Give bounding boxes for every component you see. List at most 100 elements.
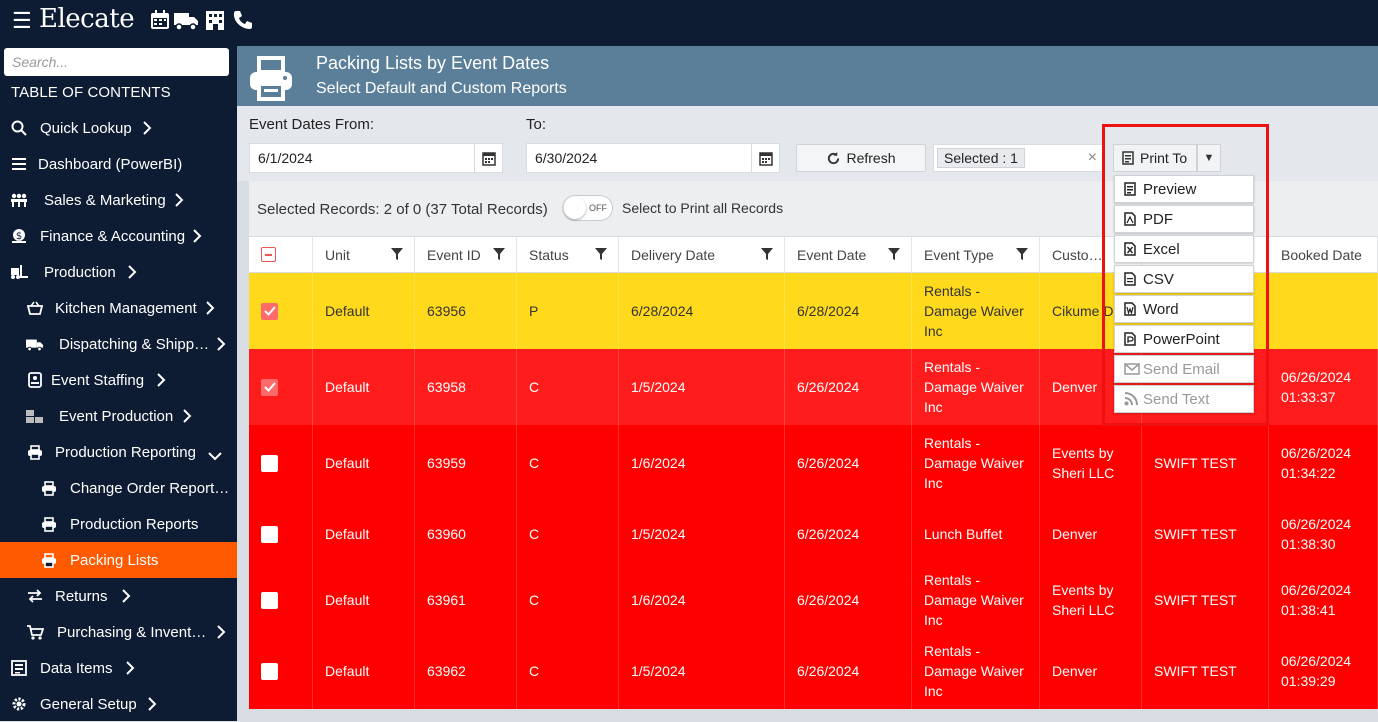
refresh-label: Refresh (846, 150, 896, 166)
print-all-toggle[interactable]: OFF (562, 195, 613, 221)
column-header[interactable]: Unit (313, 237, 415, 273)
filter-icon[interactable] (760, 247, 774, 264)
column-header[interactable]: Custo… (1040, 237, 1142, 273)
table-row[interactable]: Default 63962 C 1/5/2024 6/26/2024 Rentals - … (249, 633, 1378, 709)
cell-event-id: 63960 (415, 501, 517, 567)
chevron-right-icon[interactable] (206, 301, 215, 319)
print-to-button[interactable]: Print To (1113, 144, 1197, 172)
table-row[interactable]: Default 63961 C 1/6/2024 6/26/2024 Rentals - … (249, 567, 1378, 633)
print-menu-item-excel[interactable]: Excel (1114, 235, 1254, 263)
row-select-cell (249, 501, 313, 567)
sidebar-item-dispatching-shipp[interactable]: Dispatching & Shipp… (0, 326, 237, 362)
from-date-input[interactable]: 6/1/2024 (249, 143, 503, 173)
sidebar-item-finance-accounting[interactable]: $ Finance & Accounting (0, 218, 237, 254)
row-checkbox[interactable] (261, 525, 278, 543)
document-icon (1124, 182, 1136, 200)
cell-event-date: 6/26/2024 (785, 633, 912, 709)
select-all-checkbox[interactable] (249, 237, 313, 273)
print-to-caret[interactable]: ▼ (1197, 144, 1221, 172)
chevron-right-icon[interactable] (157, 373, 166, 391)
row-checkbox[interactable] (261, 378, 278, 396)
sidebar-item-data-items[interactable]: Data Items (0, 650, 237, 686)
table-row[interactable]: Default 63959 C 1/6/2024 6/26/2024 Rentals - … (249, 425, 1378, 501)
printer-icon (250, 56, 292, 101)
cell-event-type: Rentals - Damage Waiver Inc (912, 273, 1040, 349)
refresh-button[interactable]: Refresh (796, 144, 926, 172)
chevron-right-icon[interactable] (126, 661, 135, 679)
toggle-state: OFF (589, 203, 607, 213)
calendar-icon[interactable] (149, 9, 171, 31)
chevron-right-icon[interactable] (122, 589, 131, 607)
column-header[interactable]: Event Date (785, 237, 912, 273)
sidebar-item-production[interactable]: Production (0, 254, 237, 290)
sidebar-item-production-reports[interactable]: Production Reports (0, 506, 237, 542)
print-menu-item-csv[interactable]: CSV (1114, 265, 1254, 293)
sidebar-item-quick-lookup[interactable]: Quick Lookup (0, 110, 237, 146)
sidebar-item-general-setup[interactable]: General Setup (0, 686, 237, 722)
column-header[interactable]: Booked Date (1269, 237, 1378, 273)
sidebar-item-change-order-report[interactable]: Change Order Report… (0, 470, 237, 506)
sidebar-item-purchasing-invent[interactable]: Purchasing & Invent… (0, 614, 237, 650)
sidebar-search-input[interactable] (4, 48, 229, 76)
chevron-right-icon[interactable] (128, 265, 137, 283)
row-checkbox[interactable] (261, 454, 278, 472)
print-menu-item-powerpoint[interactable]: PowerPoint (1114, 325, 1254, 353)
chevron-down-icon[interactable] (208, 448, 222, 465)
app-logo[interactable]: Elecate (39, 4, 135, 34)
filter-icon[interactable] (390, 247, 404, 264)
sidebar-item-returns[interactable]: Returns (0, 578, 237, 614)
sidebar-item-packing-lists[interactable]: Packing Lists (0, 542, 237, 578)
chevron-right-icon[interactable] (175, 193, 184, 211)
sidebar-item-label: Event Staffing (51, 371, 145, 389)
sidebar-item-label: Sales & Marketing (44, 191, 166, 209)
chevron-right-icon[interactable] (217, 337, 226, 355)
row-checkbox[interactable] (261, 302, 278, 320)
chevron-right-icon[interactable] (148, 697, 157, 715)
sidebar-item-label: Dispatching & Shipp… (59, 335, 210, 353)
column-header-label: Status (529, 246, 569, 263)
hamburger-menu-icon[interactable]: ☰ (12, 8, 32, 33)
sidebar-item-event-staffing[interactable]: Event Staffing (0, 362, 237, 398)
printer-icon (40, 479, 58, 497)
filter-icon[interactable] (1015, 247, 1029, 264)
powerpoint-icon (1124, 332, 1136, 350)
cell-event-type: Lunch Buffet (912, 501, 1040, 567)
chevron-right-icon[interactable] (193, 229, 202, 247)
truck-icon[interactable] (173, 9, 199, 31)
sidebar-item-event-production[interactable]: Event Production (0, 398, 237, 434)
filter-icon[interactable] (887, 247, 901, 264)
table-row[interactable]: Default 63960 C 1/5/2024 6/26/2024 Lunch Buff… (249, 501, 1378, 567)
column-header-label: Booked Date (1281, 246, 1362, 263)
selected-records-field[interactable]: Selected : 1 × (933, 144, 1103, 172)
to-date-input[interactable]: 6/30/2024 (526, 143, 780, 173)
column-header[interactable]: Event Type (912, 237, 1040, 273)
row-checkbox[interactable] (261, 591, 278, 609)
calendar-icon[interactable] (751, 144, 779, 172)
column-header[interactable]: Event ID (415, 237, 517, 273)
print-menu-item-preview[interactable]: Preview (1114, 175, 1254, 203)
row-checkbox[interactable] (261, 662, 278, 680)
sidebar-item-sales-marketing[interactable]: Sales & Marketing (0, 182, 237, 218)
chevron-right-icon[interactable] (217, 625, 226, 643)
chevron-right-icon[interactable] (183, 409, 192, 427)
sidebar-item-production-reporting[interactable]: Production Reporting (0, 434, 237, 470)
calendar-icon[interactable] (474, 144, 502, 172)
print-menu-item-pdf[interactable]: PDF (1114, 205, 1254, 233)
sidebar-item-kitchen-management[interactable]: Kitchen Management (0, 290, 237, 326)
building-icon[interactable] (204, 9, 226, 31)
print-menu-item-word[interactable]: Word (1114, 295, 1254, 323)
csv-icon (1124, 272, 1136, 290)
filter-icon[interactable] (594, 247, 608, 264)
phone-icon[interactable] (231, 9, 253, 31)
column-header[interactable]: Delivery Date (619, 237, 785, 273)
cell-delivery: 1/6/2024 (619, 567, 785, 633)
selected-count-chip: Selected : 1 (937, 148, 1025, 168)
column-header[interactable]: Status (517, 237, 619, 273)
printer-icon (40, 551, 58, 569)
people-icon (10, 191, 28, 209)
sidebar-item-dashboard-powerbi[interactable]: Dashboard (PowerBI) (0, 146, 237, 182)
filter-icon[interactable] (492, 247, 506, 264)
svg-text:$: $ (16, 231, 22, 242)
chevron-right-icon[interactable] (143, 121, 152, 139)
clear-selection-icon[interactable]: × (1087, 149, 1097, 166)
